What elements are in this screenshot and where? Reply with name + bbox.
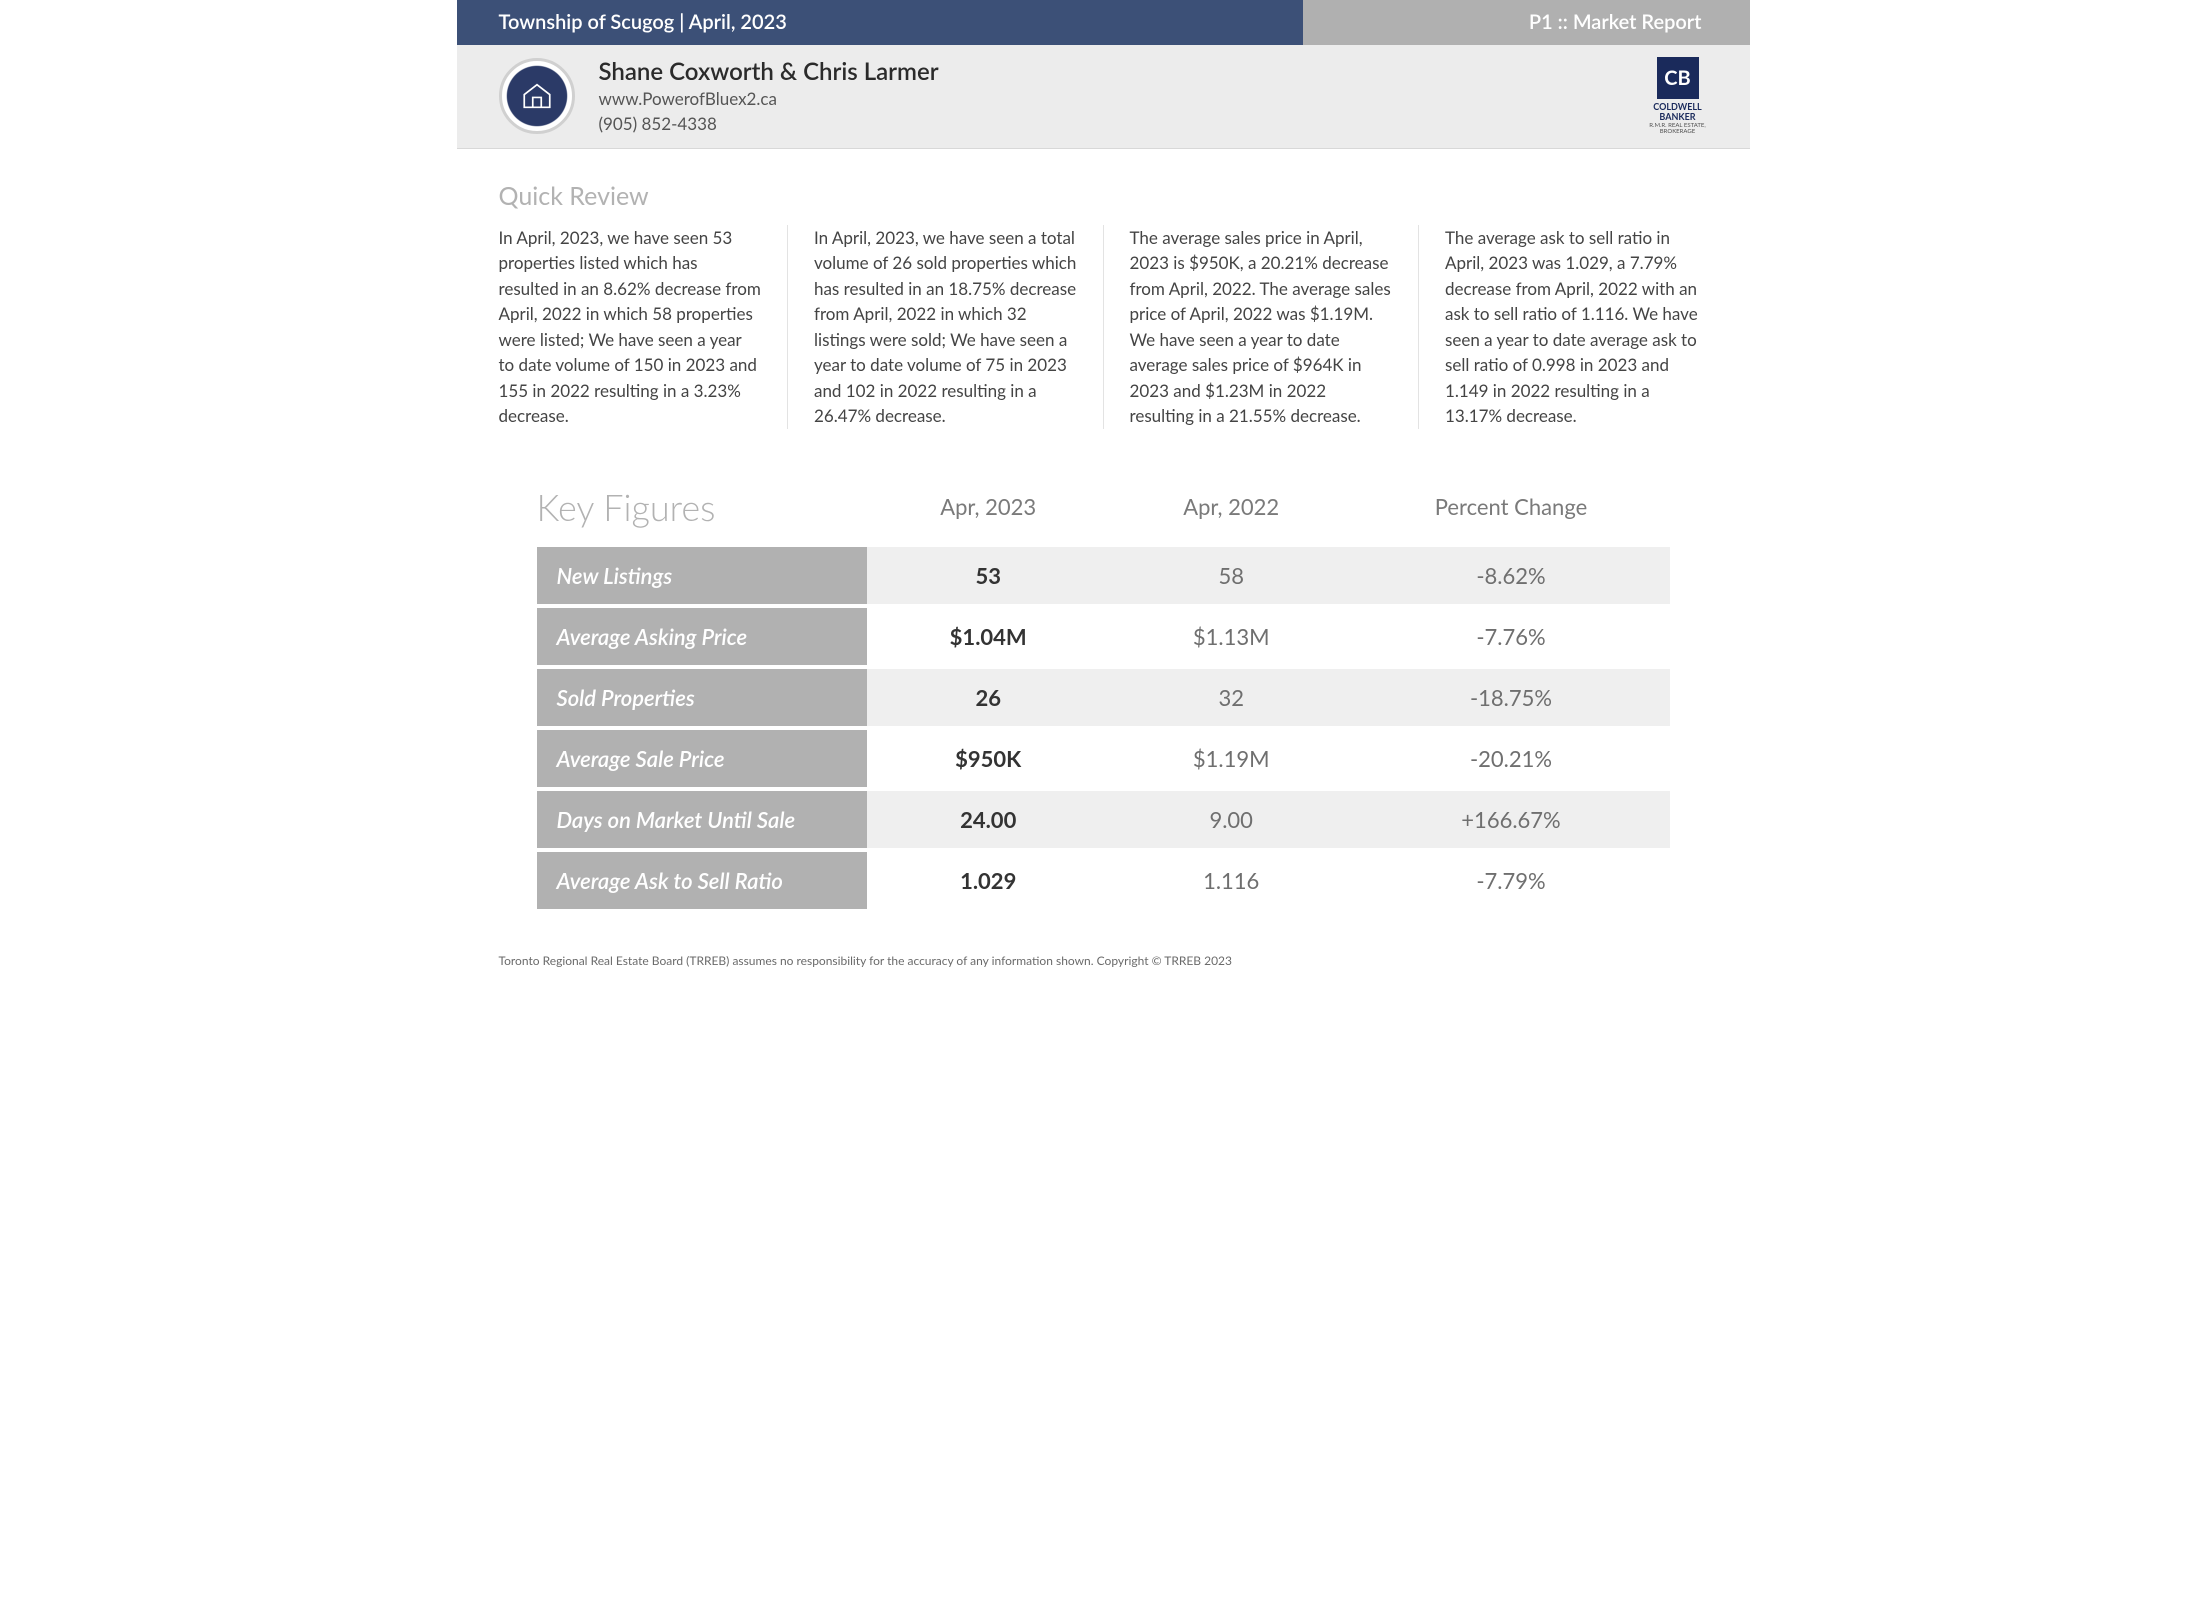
row-previous: 9.00 <box>1110 791 1353 848</box>
brand-logo-icon: CB <box>1657 57 1699 99</box>
brand-logo: CB COLDWELL BANKER R.M.R. REAL ESTATE, B… <box>1648 57 1708 135</box>
brand-tiny: R.M.R. REAL ESTATE, BROKERAGE <box>1648 123 1708 136</box>
agent-avatar-icon <box>499 58 575 134</box>
review-col-2: In April, 2023, we have seen a total vol… <box>788 225 1104 429</box>
review-col-1: In April, 2023, we have seen 53 properti… <box>499 225 789 429</box>
row-change: -20.21% <box>1353 730 1670 787</box>
review-col-4: The average ask to sell ratio in April, … <box>1419 225 1708 429</box>
row-change: -8.62% <box>1353 547 1670 604</box>
row-previous: 58 <box>1110 547 1353 604</box>
row-previous: $1.13M <box>1110 608 1353 665</box>
row-previous: $1.19M <box>1110 730 1353 787</box>
table-row: New Listings5358-8.62% <box>537 547 1670 604</box>
row-label: Days on Market Until Sale <box>537 791 867 848</box>
key-figures-table: Key Figures Apr, 2023 Apr, 2022 Percent … <box>537 481 1670 913</box>
brand-line2: BANKER <box>1648 112 1708 121</box>
row-current: $950K <box>867 730 1110 787</box>
agent-name: Shane Coxworth & Chris Larmer <box>599 57 1648 86</box>
title-left: Township of Scugog | April, 2023 <box>457 0 1304 45</box>
agent-phone: (905) 852-4338 <box>599 113 1648 136</box>
row-current: 53 <box>867 547 1110 604</box>
row-label: Average Asking Price <box>537 608 867 665</box>
footer-disclaimer: Toronto Regional Real Estate Board (TRRE… <box>457 923 1750 988</box>
row-change: -18.75% <box>1353 669 1670 726</box>
row-label: Sold Properties <box>537 669 867 726</box>
quick-review-section: Quick Review In April, 2023, we have see… <box>457 149 1750 437</box>
title-bar: Township of Scugog | April, 2023 P1 :: M… <box>457 0 1750 45</box>
row-label: Average Ask to Sell Ratio <box>537 852 867 909</box>
row-current: 1.029 <box>867 852 1110 909</box>
quick-review-columns: In April, 2023, we have seen 53 properti… <box>499 225 1708 429</box>
row-change: -7.76% <box>1353 608 1670 665</box>
key-figures-title: Key Figures <box>537 485 867 529</box>
table-row: Average Sale Price$950K$1.19M-20.21% <box>537 730 1670 787</box>
title-right: P1 :: Market Report <box>1303 0 1749 45</box>
table-row: Days on Market Until Sale24.009.00+166.6… <box>537 791 1670 848</box>
row-change: +166.67% <box>1353 791 1670 848</box>
table-row: Average Asking Price$1.04M$1.13M-7.76% <box>537 608 1670 665</box>
agent-info: Shane Coxworth & Chris Larmer www.Powero… <box>599 57 1648 136</box>
row-current: $1.04M <box>867 608 1110 665</box>
row-current: 24.00 <box>867 791 1110 848</box>
agent-website: www.PowerofBluex2.ca <box>599 88 1648 111</box>
table-header-row: Key Figures Apr, 2023 Apr, 2022 Percent … <box>537 485 1670 543</box>
row-change: -7.79% <box>1353 852 1670 909</box>
col-current: Apr, 2023 <box>867 485 1110 543</box>
row-label: Average Sale Price <box>537 730 867 787</box>
key-figures-section: Key Figures Apr, 2023 Apr, 2022 Percent … <box>457 437 1750 923</box>
table-row: Sold Properties2632-18.75% <box>537 669 1670 726</box>
agent-bar: Shane Coxworth & Chris Larmer www.Powero… <box>457 45 1750 149</box>
row-previous: 32 <box>1110 669 1353 726</box>
table-row: Average Ask to Sell Ratio1.0291.116-7.79… <box>537 852 1670 909</box>
row-current: 26 <box>867 669 1110 726</box>
row-label: New Listings <box>537 547 867 604</box>
col-previous: Apr, 2022 <box>1110 485 1353 543</box>
col-change: Percent Change <box>1353 485 1670 543</box>
quick-review-title: Quick Review <box>499 181 1708 211</box>
row-previous: 1.116 <box>1110 852 1353 909</box>
review-col-3: The average sales price in April, 2023 i… <box>1104 225 1420 429</box>
